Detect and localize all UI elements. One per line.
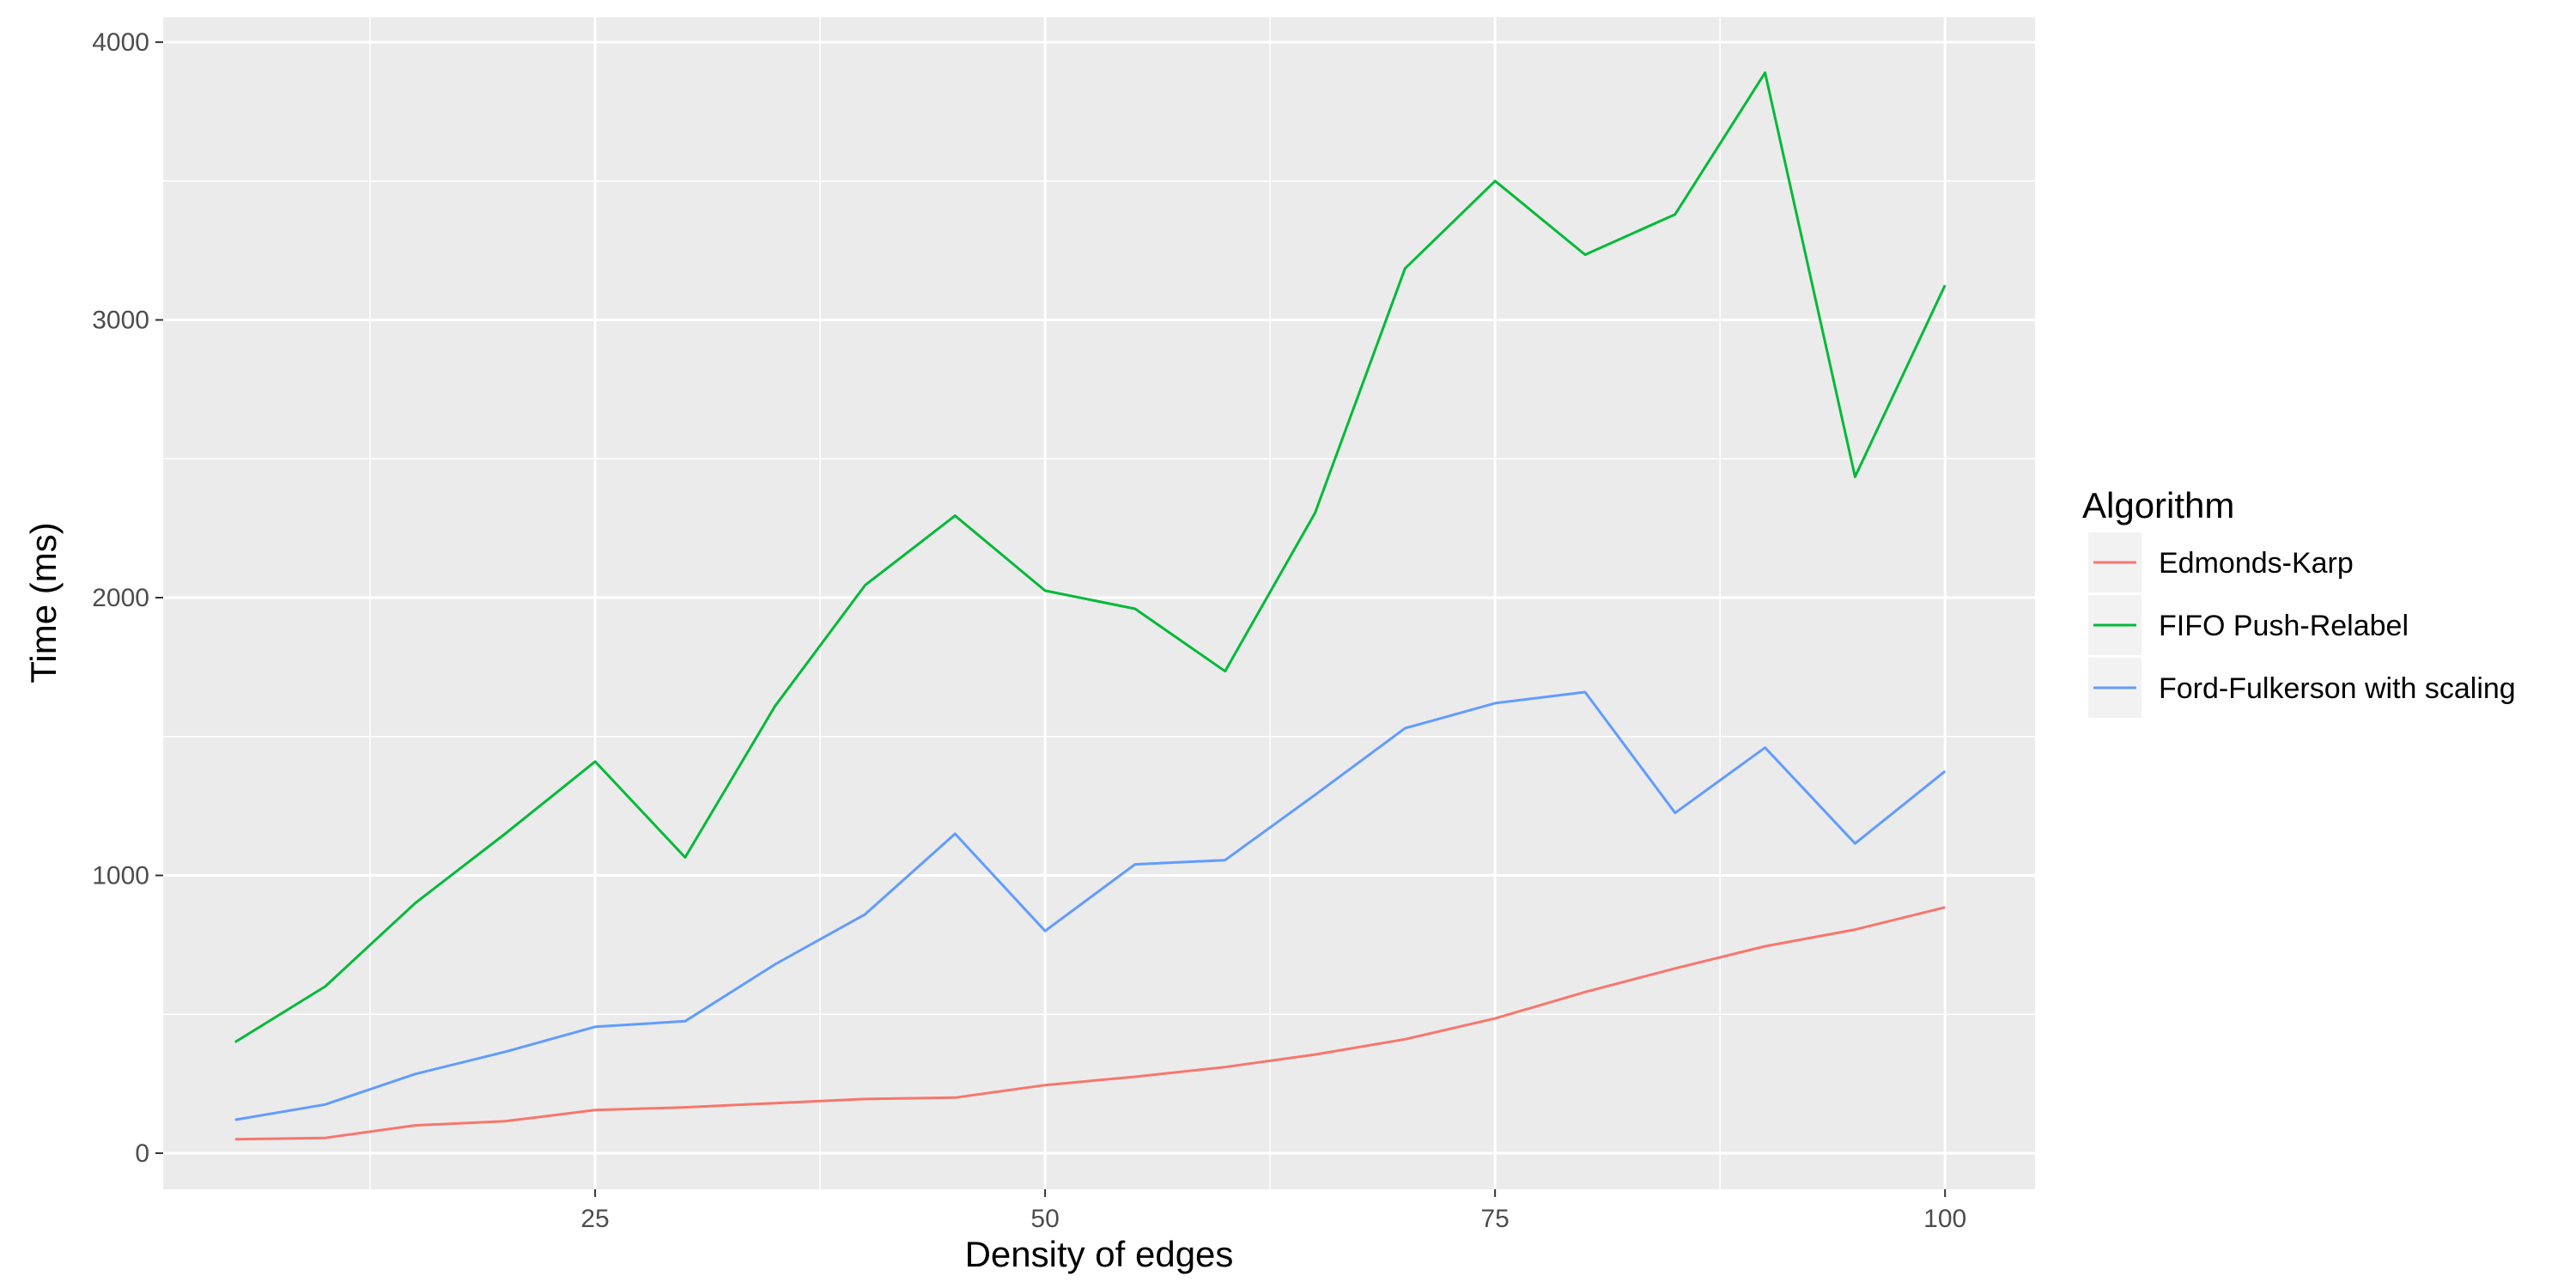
x-tick-label: 75 — [1480, 1205, 1509, 1233]
series-line — [234, 906, 1946, 1141]
y-tick-label: 2000 — [92, 584, 149, 612]
y-tick-label: 1000 — [92, 861, 149, 890]
y-tick-label: 0 — [135, 1139, 149, 1168]
minor-gridlines — [163, 17, 2035, 1189]
series-lines — [234, 71, 1947, 1141]
x-tick-label: 50 — [1030, 1205, 1059, 1233]
legend-label: Edmonds-Karp — [2159, 547, 2354, 580]
y-tick-label: 3000 — [92, 307, 149, 335]
plot-panel — [163, 17, 2035, 1189]
x-tick-label: 25 — [580, 1205, 609, 1233]
legend-label: Ford-Fulkerson with scaling — [2159, 672, 2516, 705]
legend-title: Algorithm — [2082, 485, 2234, 526]
x-axis-title: Density of edges — [965, 1234, 1234, 1274]
x-tick-label: 100 — [1923, 1205, 1966, 1233]
legend-label: FIFO Push-Relabel — [2159, 610, 2409, 642]
y-tick-label: 4000 — [92, 28, 149, 57]
x-axis: 25 50 75 100 — [580, 1189, 1966, 1233]
major-gridlines — [163, 17, 2035, 1189]
legend: Algorithm Edmonds-Karp FIFO Push-Relabel F… — [2082, 485, 2516, 718]
y-axis-title: Time (ms) — [23, 522, 64, 683]
y-axis: 0 1000 2000 3000 4000 — [92, 28, 163, 1168]
series-line — [234, 690, 1947, 1121]
series-line — [234, 71, 1947, 1043]
